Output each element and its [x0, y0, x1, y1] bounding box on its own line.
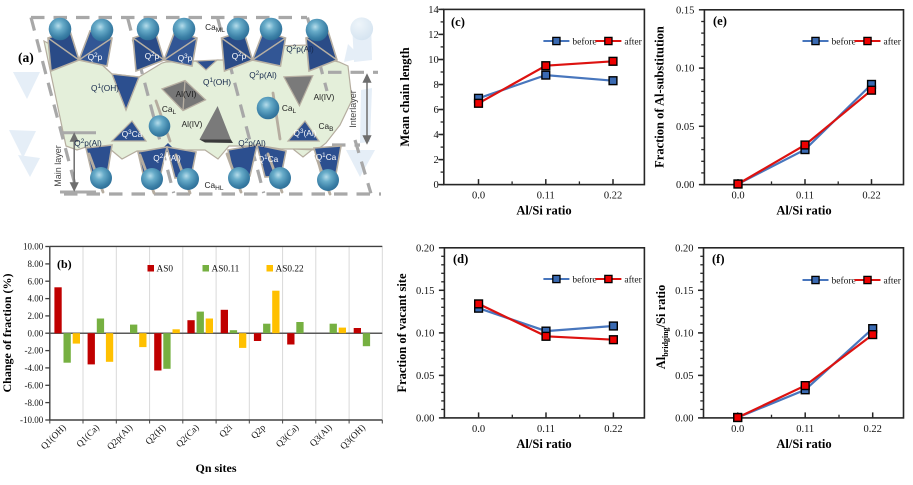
- svg-text:0.10: 0.10: [676, 64, 694, 75]
- svg-text:0.0: 0.0: [472, 191, 485, 202]
- svg-text:(d): (d): [453, 252, 468, 266]
- svg-text:0.05: 0.05: [675, 371, 693, 382]
- svg-text:0.15: 0.15: [675, 286, 693, 297]
- svg-text:8: 8: [434, 80, 439, 91]
- svg-text:Fraction of Al-substitution: Fraction of Al-substitution: [653, 26, 667, 168]
- svg-text:AS0.22: AS0.22: [276, 265, 305, 275]
- svg-text:Al(IV): Al(IV): [182, 119, 203, 129]
- svg-text:0.00: 0.00: [416, 414, 434, 425]
- svg-text:0.11: 0.11: [537, 424, 555, 435]
- svg-text:-4.00: -4.00: [25, 363, 44, 373]
- svg-text:0.00: 0.00: [28, 328, 44, 338]
- svg-text:0.15: 0.15: [416, 286, 434, 297]
- svg-text:0.05: 0.05: [676, 122, 694, 133]
- svg-text:(e): (e): [713, 14, 727, 28]
- svg-text:Al/Si ratio: Al/Si ratio: [516, 204, 571, 218]
- svg-text:0.22: 0.22: [862, 191, 880, 202]
- svg-text:(c): (c): [451, 15, 465, 29]
- svg-text:Mean chain length: Mean chain length: [398, 47, 412, 146]
- svg-text:0.11: 0.11: [796, 424, 814, 435]
- svg-text:4.00: 4.00: [28, 294, 44, 304]
- svg-text:-6.00: -6.00: [25, 380, 44, 390]
- svg-text:0.20: 0.20: [675, 243, 693, 254]
- svg-text:(a): (a): [18, 50, 34, 65]
- svg-text:Q3p: Q3p: [178, 53, 193, 63]
- svg-text:0.10: 0.10: [675, 329, 693, 340]
- svg-text:before: before: [832, 36, 856, 47]
- svg-text:Al(VI): Al(VI): [176, 89, 197, 99]
- svg-text:Al(IV): Al(IV): [314, 92, 335, 102]
- svg-text:0.11: 0.11: [537, 191, 555, 202]
- svg-text:0.10: 0.10: [416, 329, 434, 340]
- svg-text:10.00: 10.00: [23, 242, 44, 252]
- svg-text:Main layer: Main layer: [53, 145, 63, 187]
- svg-text:Al/Si ratio: Al/Si ratio: [516, 437, 571, 451]
- svg-text:6: 6: [434, 105, 439, 116]
- svg-text:AS0: AS0: [157, 265, 174, 275]
- svg-text:0.11: 0.11: [796, 191, 814, 202]
- svg-text:12: 12: [428, 30, 439, 41]
- svg-text:AS0.11: AS0.11: [212, 265, 240, 275]
- svg-text:0.20: 0.20: [416, 243, 434, 254]
- svg-text:0.0: 0.0: [472, 424, 485, 435]
- svg-text:0: 0: [434, 180, 439, 191]
- svg-text:-8.00: -8.00: [25, 398, 44, 408]
- svg-text:-2.00: -2.00: [25, 346, 44, 356]
- svg-text:0.0: 0.0: [731, 424, 744, 435]
- svg-text:0.15: 0.15: [676, 5, 694, 16]
- svg-text:before: before: [572, 36, 596, 47]
- svg-text:2: 2: [434, 155, 439, 166]
- svg-text:14: 14: [428, 5, 439, 16]
- svg-text:0.00: 0.00: [675, 414, 693, 425]
- svg-text:2.00: 2.00: [28, 311, 44, 321]
- svg-text:Q2p: Q2p: [232, 51, 247, 61]
- svg-text:(b): (b): [57, 257, 72, 271]
- svg-text:Fraction of vacant site: Fraction of vacant site: [395, 273, 409, 393]
- svg-text:Q1(OH): Q1(OH): [203, 77, 231, 87]
- svg-text:Change of fraction (%): Change of fraction (%): [0, 274, 14, 393]
- svg-text:0.22: 0.22: [864, 424, 882, 435]
- svg-text:6.00: 6.00: [28, 276, 44, 286]
- svg-text:Q2p: Q2p: [145, 51, 160, 61]
- svg-text:10: 10: [428, 55, 439, 66]
- svg-text:Q3(Al): Q3(Al): [294, 128, 317, 138]
- svg-text:0.00: 0.00: [676, 180, 694, 191]
- svg-text:0.05: 0.05: [416, 371, 434, 382]
- svg-text:after: after: [884, 275, 902, 286]
- svg-text:after: after: [624, 274, 642, 285]
- svg-text:Qn sites: Qn sites: [195, 461, 236, 475]
- svg-text:Q2p(Al): Q2p(Al): [286, 44, 314, 54]
- svg-text:Al/Si ratio: Al/Si ratio: [776, 204, 831, 218]
- svg-text:Q3Ca: Q3Ca: [122, 129, 143, 139]
- svg-text:Q1(OH): Q1(OH): [91, 83, 119, 93]
- svg-text:Q2p(Al): Q2p(Al): [238, 138, 266, 148]
- svg-text:after: after: [624, 36, 642, 47]
- svg-text:before: before: [832, 275, 856, 286]
- svg-text:Al/Si ratio: Al/Si ratio: [776, 437, 831, 451]
- svg-text:after: after: [884, 36, 902, 47]
- svg-text:Q2p(Al): Q2p(Al): [249, 70, 277, 80]
- svg-text:Q2p: Q2p: [88, 52, 103, 62]
- svg-text:8.00: 8.00: [28, 259, 44, 269]
- svg-text:4: 4: [434, 130, 440, 141]
- svg-text:0.0: 0.0: [731, 191, 744, 202]
- svg-text:Interlayer: Interlayer: [348, 90, 358, 128]
- svg-text:before: before: [572, 274, 596, 285]
- svg-text:Q2p(Al): Q2p(Al): [74, 138, 102, 148]
- svg-text:-10.00: -10.00: [20, 415, 44, 425]
- svg-text:(f): (f): [712, 252, 725, 266]
- svg-text:Q1Ca: Q1Ca: [316, 152, 337, 162]
- svg-text:Q1Ca: Q1Ca: [258, 154, 279, 164]
- svg-text:Q2p(Al): Q2p(Al): [153, 153, 181, 163]
- svg-text:0.22: 0.22: [604, 424, 622, 435]
- svg-text:0.22: 0.22: [604, 191, 622, 202]
